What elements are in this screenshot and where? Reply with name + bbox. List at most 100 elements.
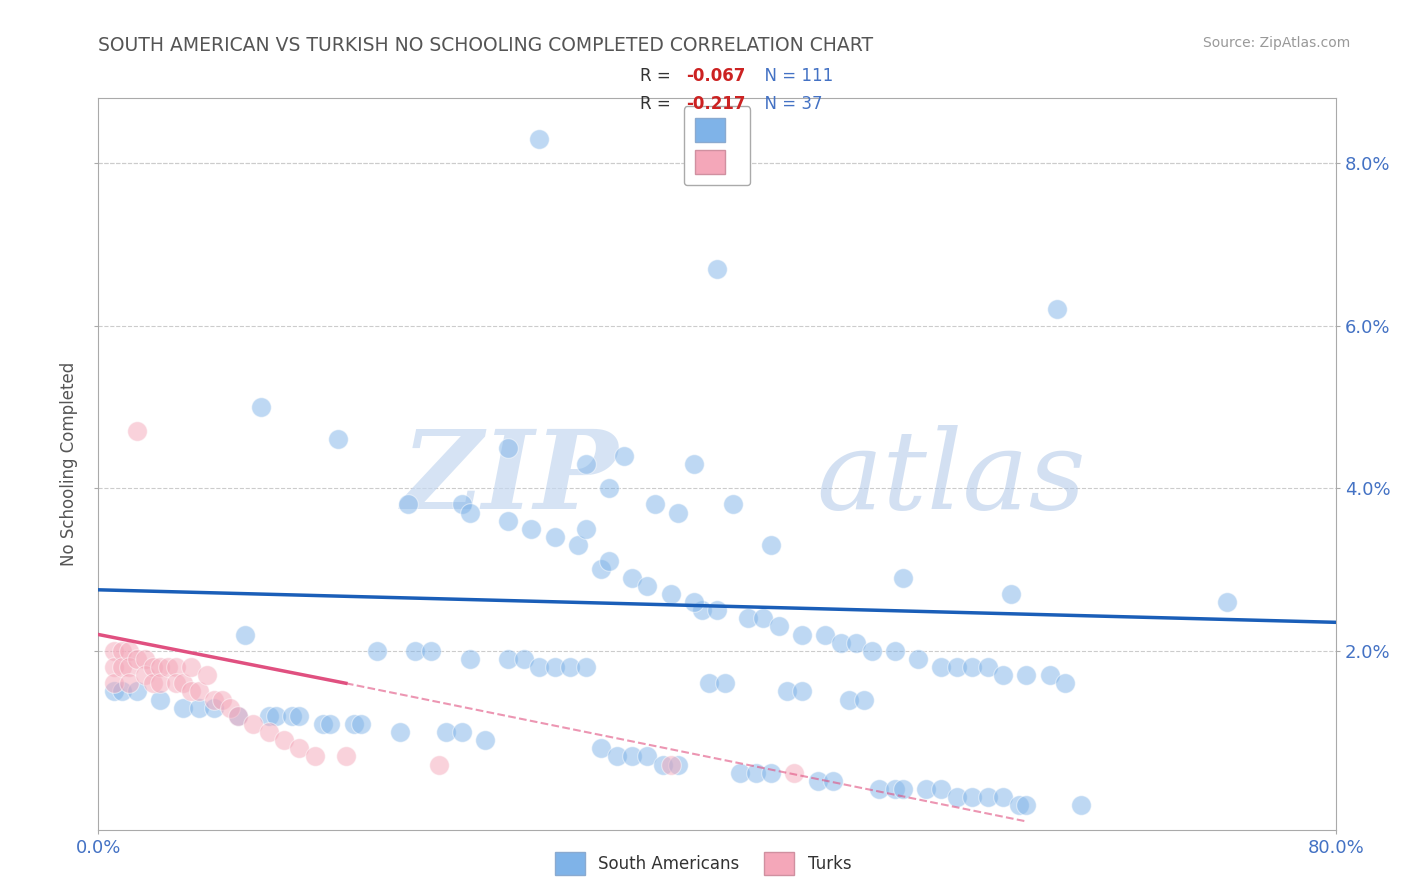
- Point: [118, 660, 141, 674]
- Point: [498, 652, 520, 666]
- Point: [976, 660, 998, 674]
- Point: [891, 781, 914, 796]
- Point: [396, 498, 419, 512]
- Point: [659, 757, 682, 772]
- Point: [821, 773, 844, 788]
- Point: [419, 644, 441, 658]
- Point: [474, 733, 496, 747]
- Point: [157, 660, 180, 674]
- Point: [165, 676, 187, 690]
- Point: [745, 765, 768, 780]
- Point: [288, 708, 311, 723]
- Point: [690, 603, 713, 617]
- Point: [127, 425, 149, 439]
- Point: [761, 765, 783, 780]
- Point: [666, 757, 689, 772]
- Point: [993, 790, 1015, 805]
- Point: [235, 627, 257, 641]
- Point: [993, 668, 1015, 682]
- Point: [761, 538, 783, 552]
- Point: [1054, 676, 1077, 690]
- Point: [326, 433, 350, 447]
- Point: [388, 725, 412, 739]
- Point: [907, 652, 929, 666]
- Y-axis label: No Schooling Completed: No Schooling Completed: [60, 362, 79, 566]
- Point: [450, 498, 472, 512]
- Text: Source: ZipAtlas.com: Source: ZipAtlas.com: [1202, 36, 1350, 50]
- Text: atlas: atlas: [815, 425, 1085, 533]
- Point: [860, 644, 883, 658]
- Point: [652, 757, 675, 772]
- Point: [591, 562, 613, 576]
- Text: N = 37: N = 37: [754, 95, 823, 113]
- Point: [204, 700, 226, 714]
- Point: [111, 660, 134, 674]
- Point: [188, 700, 211, 714]
- Point: [343, 717, 366, 731]
- Point: [226, 708, 249, 723]
- Point: [807, 773, 830, 788]
- Point: [884, 644, 907, 658]
- Point: [111, 644, 134, 658]
- Point: [838, 692, 860, 706]
- Point: [173, 676, 195, 690]
- Point: [458, 506, 481, 520]
- Point: [1007, 798, 1029, 813]
- Text: -0.217: -0.217: [686, 95, 745, 113]
- Point: [567, 538, 589, 552]
- Point: [636, 579, 658, 593]
- Point: [1046, 302, 1069, 317]
- Text: R =: R =: [640, 95, 676, 113]
- Point: [498, 441, 520, 455]
- Point: [1015, 798, 1038, 813]
- Point: [783, 765, 806, 780]
- Point: [621, 571, 644, 585]
- Point: [706, 261, 728, 276]
- Legend: , : ,: [683, 106, 751, 186]
- Point: [1069, 798, 1091, 813]
- Text: -0.067: -0.067: [686, 67, 745, 85]
- Point: [273, 733, 295, 747]
- Point: [644, 498, 666, 512]
- Point: [962, 790, 984, 805]
- Point: [103, 676, 125, 690]
- Point: [714, 676, 737, 690]
- Point: [659, 587, 682, 601]
- Point: [242, 717, 264, 731]
- Point: [149, 692, 172, 706]
- Point: [211, 692, 233, 706]
- Text: R =: R =: [640, 67, 676, 85]
- Point: [845, 635, 868, 649]
- Point: [1216, 595, 1239, 609]
- Point: [204, 692, 226, 706]
- Point: [884, 781, 907, 796]
- Point: [188, 684, 211, 698]
- Point: [304, 749, 326, 764]
- Point: [790, 627, 813, 641]
- Point: [1000, 587, 1022, 601]
- Point: [180, 684, 202, 698]
- Point: [721, 498, 744, 512]
- Point: [250, 400, 273, 414]
- Point: [103, 684, 125, 698]
- Text: ZIP: ZIP: [402, 425, 619, 533]
- Point: [699, 676, 721, 690]
- Point: [103, 644, 125, 658]
- Point: [165, 660, 187, 674]
- Point: [946, 660, 969, 674]
- Point: [575, 660, 598, 674]
- Point: [621, 749, 644, 764]
- Point: [257, 725, 280, 739]
- Point: [730, 765, 752, 780]
- Point: [598, 481, 620, 495]
- Point: [598, 554, 620, 568]
- Point: [636, 749, 658, 764]
- Point: [312, 717, 335, 731]
- Point: [219, 700, 242, 714]
- Point: [543, 660, 565, 674]
- Point: [427, 757, 450, 772]
- Point: [142, 660, 165, 674]
- Point: [613, 449, 636, 463]
- Point: [127, 652, 149, 666]
- Point: [683, 457, 706, 471]
